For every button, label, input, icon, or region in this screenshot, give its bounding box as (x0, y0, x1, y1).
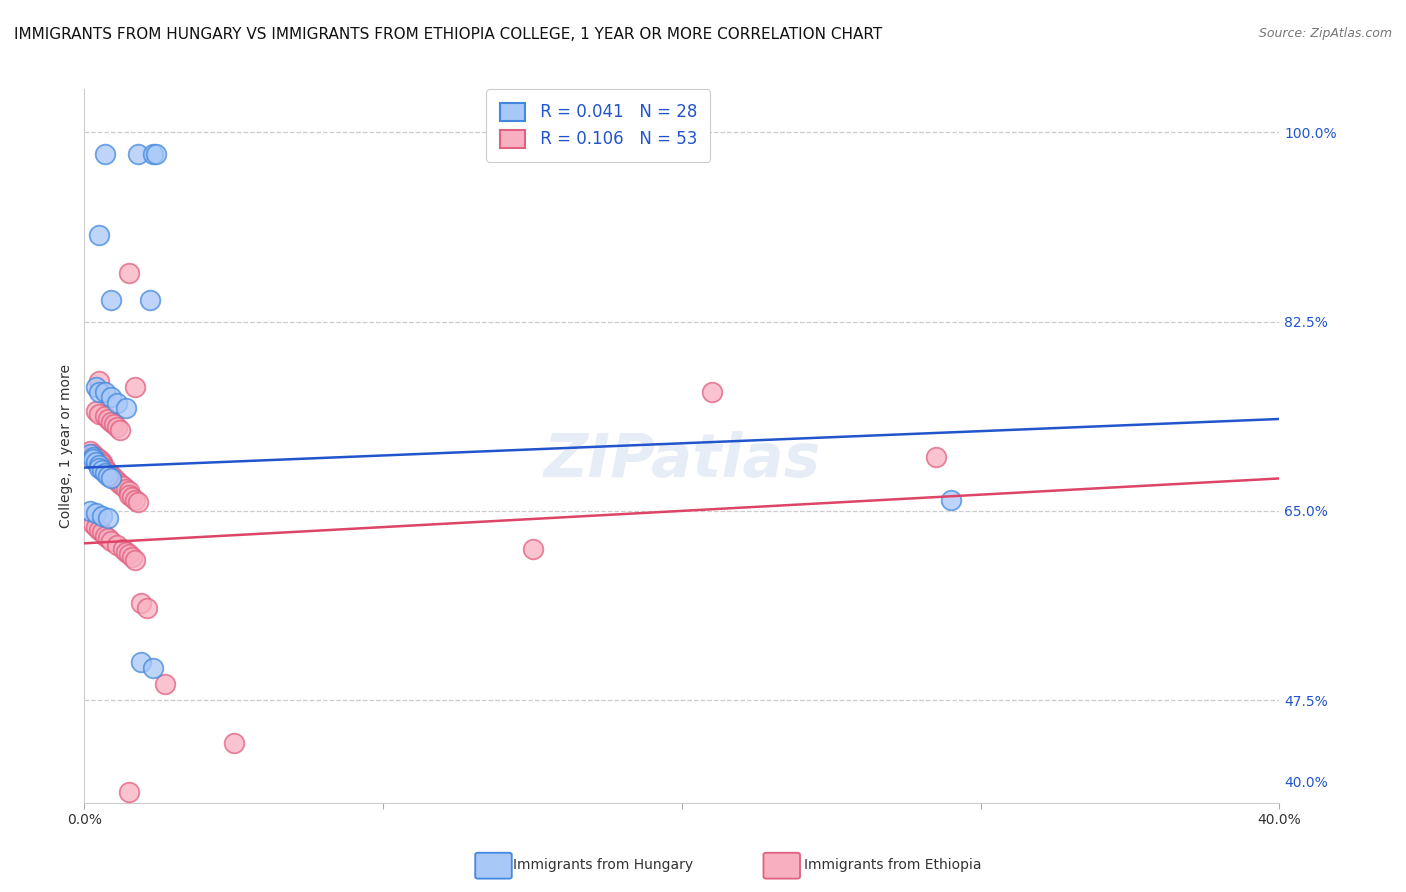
Point (115, 401, 138, 416)
Point (100, 471, 122, 485)
Point (94, 460, 117, 475)
Point (700, 384, 723, 399)
Point (142, 660, 165, 674)
Point (100, 390, 122, 404)
Point (222, 736, 245, 750)
Point (86, 520, 108, 534)
Point (89, 228, 111, 243)
Point (103, 471, 125, 485)
Point (112, 479, 135, 493)
Y-axis label: College, 1 year or more: College, 1 year or more (59, 364, 73, 528)
Point (129, 655, 152, 669)
Point (89, 452, 111, 467)
Point (89, 407, 111, 421)
Point (121, 490, 143, 504)
Point (86, 379, 108, 393)
Point (100, 415, 122, 429)
Point (115, 482, 138, 496)
Point (91, 525, 114, 540)
Point (118, 484, 141, 499)
Point (91, 455, 114, 469)
Point (105, 539, 128, 553)
Point (79, 444, 101, 458)
Point (110, 423, 132, 437)
Point (136, 601, 159, 615)
Point (94, 466, 117, 480)
Point (110, 476, 132, 491)
Point (925, 450, 948, 464)
Point (82, 516, 104, 531)
Point (82, 450, 104, 464)
Point (105, 474, 128, 488)
Point (94, 384, 117, 399)
Point (86, 404, 108, 418)
Point (89, 374, 111, 388)
Point (103, 417, 125, 432)
Point (112, 541, 135, 556)
Point (100, 468, 122, 483)
Point (94, 812, 117, 826)
Point (86, 455, 108, 469)
Point (94, 529, 117, 543)
Point (115, 545, 138, 559)
Point (97, 511, 120, 525)
Point (79, 446, 101, 460)
Text: ZIPatlas: ZIPatlas (543, 431, 821, 490)
Point (89, 524, 111, 538)
Point (86, 450, 108, 464)
Point (100, 293, 122, 307)
Point (118, 266, 141, 280)
Point (142, 147, 165, 161)
Point (129, 596, 152, 610)
Point (82, 452, 104, 467)
Point (97, 531, 120, 545)
Legend:  R = 0.041   N = 28,  R = 0.106   N = 53: R = 0.041 N = 28, R = 0.106 N = 53 (486, 89, 710, 161)
Point (79, 504, 101, 518)
Point (100, 534, 122, 549)
Text: Source: ZipAtlas.com: Source: ZipAtlas.com (1258, 27, 1392, 40)
Point (124, 552, 146, 566)
Point (105, 396, 128, 410)
Text: IMMIGRANTS FROM HUNGARY VS IMMIGRANTS FROM ETHIOPIA COLLEGE, 1 YEAR OR MORE CORR: IMMIGRANTS FROM HUNGARY VS IMMIGRANTS FR… (14, 27, 883, 42)
Point (94, 463, 117, 477)
Text: Immigrants from Ethiopia: Immigrants from Ethiopia (804, 858, 981, 872)
Point (105, 419, 128, 434)
Point (89, 458, 111, 473)
Point (153, 677, 176, 691)
Text: Immigrants from Hungary: Immigrants from Hungary (513, 858, 693, 872)
Point (127, 147, 149, 161)
Point (139, 293, 162, 307)
Point (86, 506, 108, 520)
Point (939, 493, 962, 508)
Point (97, 412, 120, 426)
Point (94, 409, 117, 423)
Point (124, 379, 146, 393)
Point (94, 147, 117, 161)
Point (82, 446, 104, 460)
Point (124, 493, 146, 508)
Point (118, 488, 141, 502)
Point (145, 147, 167, 161)
Point (91, 458, 114, 472)
Point (118, 785, 141, 799)
Point (127, 495, 149, 509)
Point (89, 384, 111, 399)
Point (91, 509, 114, 524)
Point (121, 550, 143, 565)
Point (89, 460, 111, 475)
Point (91, 463, 114, 477)
Point (118, 547, 141, 561)
Point (97, 469, 120, 483)
Point (97, 465, 120, 479)
Point (522, 541, 544, 556)
